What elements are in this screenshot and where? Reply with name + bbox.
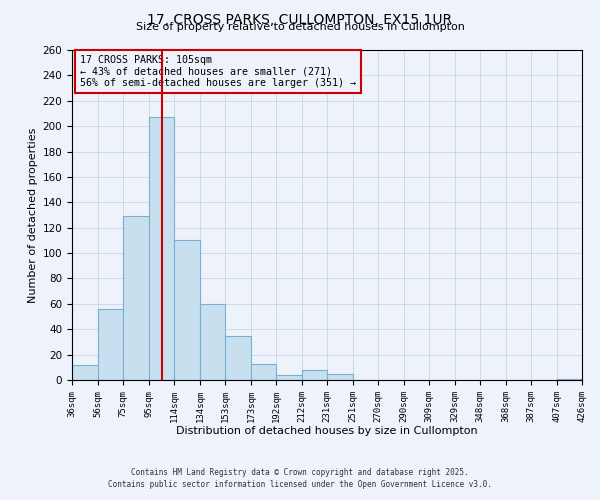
Y-axis label: Number of detached properties: Number of detached properties (28, 128, 38, 302)
Bar (98, 309, 123, 380)
Bar (200, 304, 225, 380)
Bar (327, 374, 353, 380)
X-axis label: Distribution of detached houses by size in Cullompton: Distribution of detached houses by size … (176, 426, 478, 436)
Bar (251, 364, 276, 380)
Bar (225, 336, 251, 380)
Bar (557, 378, 582, 380)
Text: 17 CROSS PARKS: 105sqm
← 43% of detached houses are smaller (271)
56% of semi-de: 17 CROSS PARKS: 105sqm ← 43% of detached… (80, 55, 356, 88)
Bar (149, 118, 174, 380)
Bar (302, 370, 327, 380)
Bar (123, 216, 149, 380)
Text: 17, CROSS PARKS, CULLOMPTON, EX15 1UR: 17, CROSS PARKS, CULLOMPTON, EX15 1UR (148, 12, 452, 26)
Bar (174, 240, 200, 380)
Text: Contains HM Land Registry data © Crown copyright and database right 2025.
Contai: Contains HM Land Registry data © Crown c… (108, 468, 492, 489)
Text: Size of property relative to detached houses in Cullompton: Size of property relative to detached ho… (136, 22, 464, 32)
Bar (72, 365, 98, 380)
Bar (276, 375, 302, 380)
